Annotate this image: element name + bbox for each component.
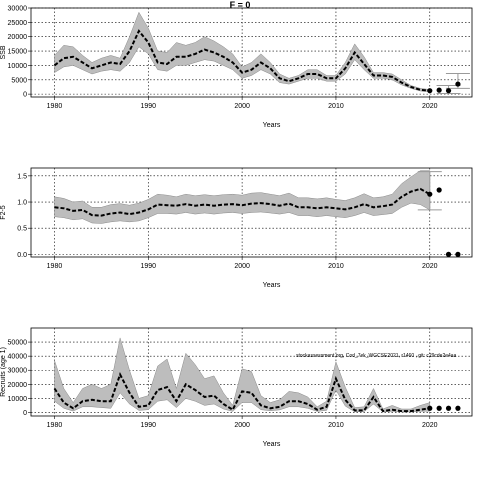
recruits-xtick-label-0: 1980 — [47, 422, 63, 429]
recruits-ytick-label-1: 10000 — [8, 396, 28, 403]
f-xtick-label-0: 1980 — [47, 263, 63, 270]
ssb-ytick-label-0: 0 — [23, 92, 27, 99]
ssb-ytick-label-6: 30000 — [8, 6, 28, 13]
recruits-ytick-label-5: 50000 — [8, 340, 28, 347]
f-estimate-line — [54, 187, 431, 217]
f-xlabel: Years — [263, 282, 281, 289]
f-ytick-label-2: 1.0 — [17, 200, 27, 207]
figure-title: F = 0 — [230, 0, 251, 10]
f-xtick-label-1: 1990 — [140, 263, 156, 270]
panel-ssb: 1980 1990 2000 2010 2020 0 5000 10000 15000 20000… — [0, 6, 473, 129]
f-xtick-label-4: 2020 — [422, 263, 438, 270]
f-xtick-label-3: 2010 — [328, 263, 344, 270]
ssb-ylabel: SSB — [0, 45, 7, 59]
f-forecast-point-3 — [455, 251, 461, 257]
recruits-plot-frame — [30, 327, 473, 417]
ssb-forecast-point-1 — [436, 87, 442, 93]
ssb-plot-frame — [30, 7, 473, 98]
f-plot-frame — [30, 167, 473, 258]
ssb-forecast-point-3 — [455, 81, 461, 87]
recruits-xtick-label-1: 1990 — [140, 422, 156, 429]
ssb-ytick-label-1: 5000 — [11, 77, 27, 84]
f-forecast-point-2 — [445, 251, 452, 257]
ssb-estimate-line — [53, 29, 430, 92]
ssb-xtick-label-4: 2020 — [422, 103, 438, 110]
f-ytick-label-3: 1.5 — [17, 173, 27, 180]
ssb-ytick-label-3: 15000 — [8, 49, 28, 56]
ssb-xlabel: Years — [263, 122, 281, 129]
ssb-ytick-label-4: 20000 — [8, 34, 28, 41]
recruits-forecast-point-2 — [445, 405, 452, 411]
f-forecast-point-1 — [436, 187, 442, 193]
recruits-xtick-label-2: 2000 — [234, 422, 250, 429]
recruits-xtick-label-3: 2010 — [328, 422, 344, 429]
panel-recruits: 1980 1990 2000 2010 2020 0 10000 20000 30000 4000… — [0, 327, 473, 448]
ssb-forecast-point-2 — [445, 88, 452, 94]
f-xtick-label-2: 2000 — [234, 263, 250, 270]
recruits-ytick-label-2: 20000 — [8, 382, 28, 389]
panel-fishing-mortality: 1980 1990 2000 2010 2020 0.0 0.5 1.0 1.5 Years F2-… — [0, 167, 473, 289]
ssb-xtick-label-3: 2010 — [328, 103, 344, 110]
recruits-forecast-point-3 — [455, 405, 461, 411]
ssb-xtick-label-1: 1990 — [140, 103, 156, 110]
recruits-forecast-point-1 — [436, 405, 442, 411]
recruits-ytick-label-3: 30000 — [8, 368, 28, 375]
recruits-estimate-line — [53, 371, 430, 413]
ssb-xtick-label-2: 2000 — [234, 103, 250, 110]
recruits-ytick-label-4: 40000 — [8, 354, 28, 361]
recruits-ylabel: Recruits (age 1) — [0, 347, 7, 397]
repository-annotation: stockassessment.org, Cod_7ek_WGCSE2021, … — [296, 353, 457, 359]
ssb-ytick-label-5: 25000 — [8, 20, 28, 27]
recruits-confidence-band — [54, 337, 431, 413]
ssb-ytick-label-2: 10000 — [8, 63, 28, 70]
f-ytick-label-1: 0.5 — [17, 226, 27, 233]
recruits-ytick-label-0: 0 — [23, 410, 27, 417]
f-ylabel: F2-5 — [0, 205, 7, 220]
f-forecast-point-0 — [427, 191, 433, 197]
f-ytick-label-0: 0.0 — [17, 252, 27, 259]
recruits-xlabel: Years — [263, 441, 281, 448]
ssb-forecast-point-0 — [427, 88, 433, 94]
recruits-forecast-point-0 — [427, 405, 433, 411]
ssb-xtick-label-0: 1980 — [47, 103, 63, 110]
recruits-xtick-label-4: 2020 — [422, 422, 438, 429]
